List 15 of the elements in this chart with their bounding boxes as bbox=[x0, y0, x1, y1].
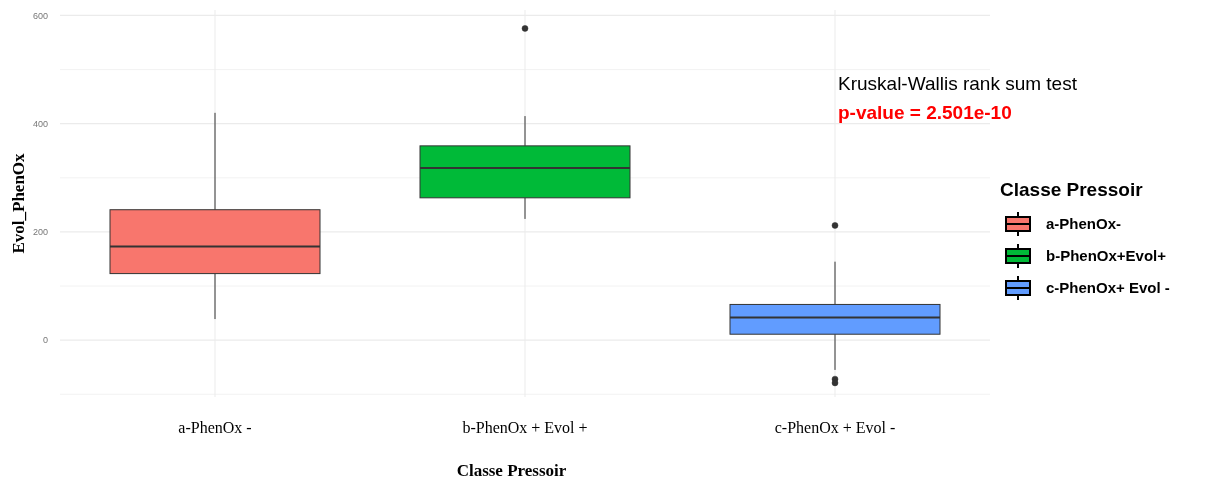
legend-title: Classe Pressoir bbox=[1000, 179, 1144, 200]
legend-label: a-PhenOx- bbox=[1046, 215, 1122, 233]
annotation: Kruskal-Wallis rank sum test bbox=[838, 73, 1078, 94]
y-tick-label: 400 bbox=[32, 118, 48, 129]
y-tick-label: 200 bbox=[32, 227, 48, 238]
y-tick-label: 0 bbox=[42, 335, 48, 346]
x-tick-label: b-PhenOx + Evol + bbox=[462, 419, 588, 436]
y-tick-label: 600 bbox=[32, 10, 48, 21]
x-tick-label: a-PhenOx - bbox=[178, 419, 252, 436]
legend-label: c-PhenOx+ Evol - bbox=[1046, 279, 1170, 297]
annotation: p-value = 2.501e-10 bbox=[838, 102, 1012, 123]
x-tick-label: c-PhenOx + Evol - bbox=[774, 419, 896, 436]
x-axis-title: Classe Pressoir bbox=[456, 461, 567, 480]
legend-label: b-PhenOx+Evol+ bbox=[1046, 247, 1167, 265]
y-axis-title: Evol_PhenOx bbox=[9, 152, 28, 254]
